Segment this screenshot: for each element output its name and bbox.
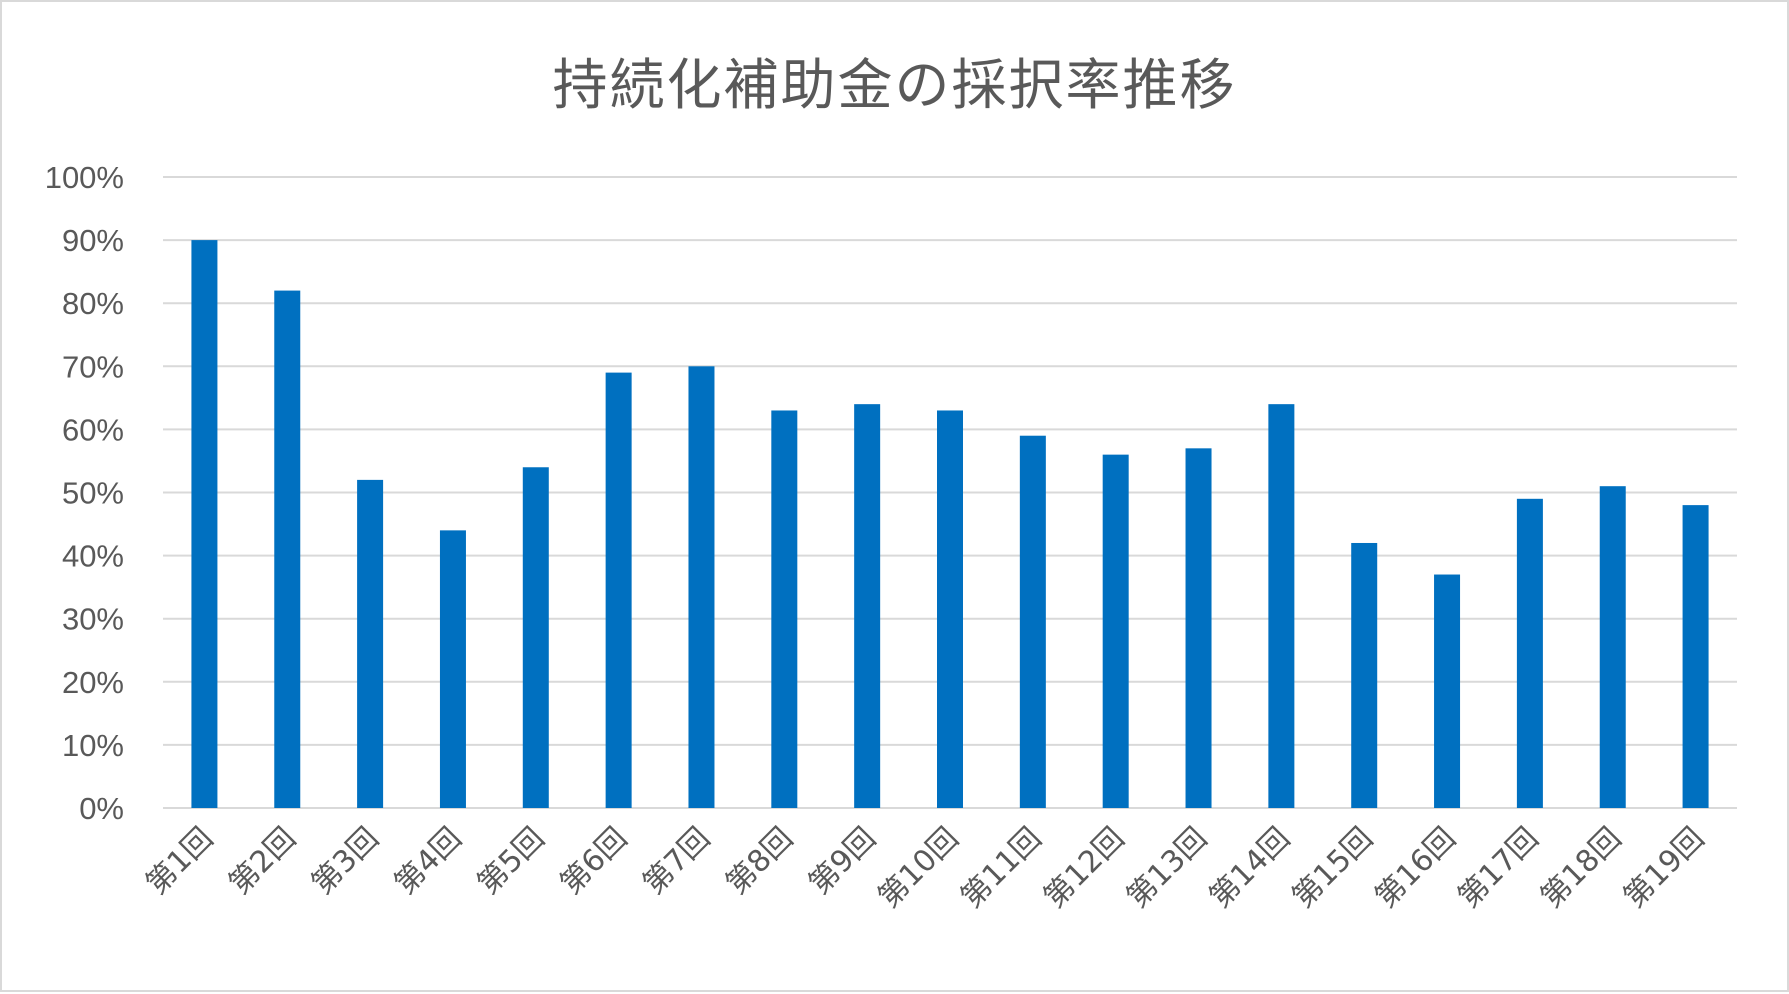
y-tick-label: 30% (62, 602, 124, 637)
bar (1102, 454, 1129, 808)
x-tick-label: 第7回 (636, 821, 717, 902)
x-tick-label: 第10回 (871, 821, 965, 915)
y-tick-label: 80% (62, 286, 124, 321)
bar (688, 366, 715, 808)
bar (439, 530, 466, 808)
bar (1019, 435, 1046, 808)
x-tick-label: 第1回 (139, 821, 220, 902)
x-tick-label: 第18回 (1534, 821, 1628, 915)
bar (1682, 505, 1709, 808)
bar (1599, 486, 1626, 808)
y-tick-label: 40% (62, 539, 124, 574)
x-tick-label: 第15回 (1286, 821, 1380, 915)
x-tick-label: 第6回 (554, 821, 635, 902)
x-tick-label: 第19回 (1617, 821, 1711, 915)
bar (274, 290, 301, 809)
y-tick-label: 60% (62, 412, 124, 447)
x-tick-label: 第3回 (305, 821, 386, 902)
x-tick-label: 第2回 (222, 821, 303, 902)
bar (191, 240, 218, 809)
y-tick-label: 100% (45, 160, 124, 195)
y-tick-label: 50% (62, 476, 124, 511)
x-tick-label: 第16回 (1369, 821, 1463, 915)
bar (771, 410, 798, 808)
bar (1185, 448, 1212, 808)
x-tick-label: 第4回 (388, 821, 469, 902)
x-tick-label: 第17回 (1451, 821, 1545, 915)
x-tick-label: 第14回 (1203, 821, 1297, 915)
bar (1434, 574, 1461, 808)
bar (357, 479, 384, 808)
y-tick-label: 10% (62, 728, 124, 763)
x-tick-label: 第12回 (1037, 821, 1131, 915)
bar (1351, 542, 1378, 808)
bar (605, 372, 632, 808)
bar (1516, 498, 1543, 808)
y-tick-label: 70% (62, 349, 124, 384)
bar (937, 410, 963, 808)
y-tick-label: 90% (62, 223, 124, 258)
x-tick-label: 第5回 (471, 821, 552, 902)
bar (1268, 404, 1295, 808)
y-tick-label: 0% (79, 791, 124, 826)
y-tick-label: 20% (62, 665, 124, 700)
x-tick-label: 第11回 (954, 821, 1048, 915)
x-tick-label: 第8回 (719, 821, 800, 902)
chart-title: 持続化補助金の採択率推移 (552, 53, 1237, 117)
bar (522, 467, 549, 808)
x-tick-label: 第13回 (1120, 821, 1214, 915)
x-tick-label: 第9回 (802, 821, 883, 902)
bar (854, 404, 881, 808)
